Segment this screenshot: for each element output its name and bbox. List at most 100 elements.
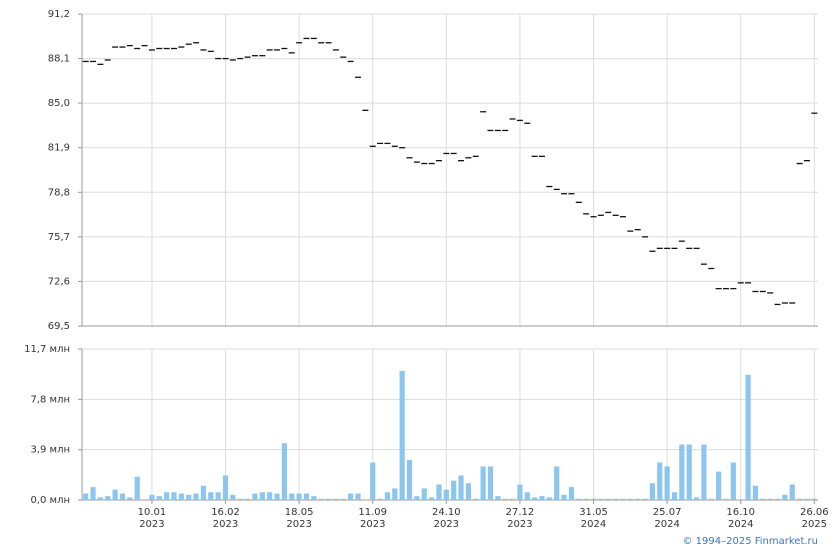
- volume-bar: [149, 494, 155, 500]
- volume-bar: [590, 498, 597, 500]
- volume-bar: [642, 498, 648, 500]
- x-tick-label: 16.10 2024: [726, 507, 755, 530]
- volume-bar: [377, 498, 383, 500]
- volume-bar: [370, 462, 376, 500]
- volume-bar: [745, 374, 751, 500]
- volume-bar: [465, 483, 471, 500]
- volume-bar: [443, 489, 449, 500]
- volume-bar: [311, 496, 317, 500]
- volume-bar: [782, 494, 788, 500]
- volume-bar: [141, 499, 148, 500]
- x-tick-label: 25.07 2024: [653, 507, 682, 530]
- volume-bar: [789, 484, 795, 500]
- volume-bar: [392, 488, 398, 500]
- y-tick-label: 85,0: [48, 98, 70, 109]
- volume-bar: [237, 498, 243, 500]
- volume-bar: [208, 492, 214, 500]
- volume-bar: [193, 493, 199, 500]
- volume-bar: [811, 498, 817, 500]
- volume-bar: [178, 493, 184, 500]
- volume-bar: [480, 466, 486, 500]
- volume-bar: [97, 497, 103, 500]
- volume-bar: [384, 492, 391, 500]
- volume-bar: [171, 492, 177, 500]
- volume-bar: [348, 493, 354, 500]
- volume-bar: [436, 484, 442, 500]
- volume-bar: [509, 498, 516, 500]
- volume-bar: [679, 444, 685, 500]
- volume-bar: [252, 493, 258, 500]
- y-tick-label: 7,8 млн: [30, 394, 70, 405]
- volume-bar: [664, 466, 670, 500]
- y-tick-label: 78,8: [48, 187, 70, 198]
- volume-bar: [620, 498, 626, 500]
- volume-bar: [774, 498, 781, 500]
- volume-bar: [399, 370, 405, 500]
- y-tick-label: 91,2: [48, 9, 70, 20]
- volume-bar: [495, 496, 501, 500]
- volume-bar: [333, 498, 339, 500]
- volume-bar: [414, 496, 420, 500]
- volume-bar: [281, 443, 287, 500]
- volume-bar: [83, 493, 89, 500]
- volume-bar: [230, 494, 236, 500]
- volume-bar: [127, 497, 133, 500]
- volume-bar: [730, 462, 736, 500]
- volume-bar: [200, 485, 207, 500]
- x-tick-label: 24.10 2023: [432, 507, 461, 530]
- volume-bar: [716, 471, 722, 500]
- volume-bar: [289, 493, 295, 500]
- volume-bar: [804, 498, 810, 500]
- y-tick-label: 72,6: [48, 276, 70, 287]
- y-tick-label: 11,7 млн: [24, 344, 70, 355]
- volume-bar: [164, 492, 170, 500]
- y-tick-label: 81,9: [48, 143, 70, 154]
- volume-bar: [186, 494, 192, 500]
- volume-bar: [451, 480, 457, 500]
- volume-bar: [554, 466, 560, 500]
- volume-bar: [105, 496, 111, 500]
- volume-bar: [752, 485, 759, 500]
- volume-bar: [517, 484, 523, 500]
- volume-bar: [259, 492, 265, 500]
- y-tick-label: 69,5: [48, 321, 70, 332]
- volume-bar: [429, 497, 435, 500]
- volume-bar: [215, 492, 221, 500]
- volume-bar: [156, 496, 162, 500]
- volume-bar: [613, 498, 619, 500]
- volume-bar: [325, 498, 332, 500]
- x-tick-label: 16.02 2023: [211, 507, 240, 530]
- volume-bar: [458, 475, 464, 500]
- volume-bar: [635, 498, 641, 500]
- volume-bar: [421, 488, 427, 500]
- volume-bar: [701, 444, 707, 500]
- volume-bar: [598, 498, 604, 500]
- volume-bar: [222, 475, 229, 500]
- x-tick-label: 18.05 2023: [285, 507, 314, 530]
- x-tick-label: 11.09 2023: [358, 507, 387, 530]
- volume-bar: [274, 493, 280, 500]
- y-tick-label: 88,1: [48, 54, 70, 65]
- volume-bar: [546, 497, 552, 500]
- volume-bar: [318, 498, 324, 500]
- volume-bar: [760, 498, 766, 500]
- volume-bar: [539, 496, 545, 500]
- volume-bar: [686, 444, 692, 500]
- x-tick-label: 27.12 2023: [506, 507, 535, 530]
- volume-bar: [340, 498, 346, 500]
- volume-bar: [532, 497, 538, 500]
- x-tick-label: 10.01 2023: [138, 507, 167, 530]
- volume-bar: [723, 498, 729, 500]
- volume-bar: [708, 498, 714, 500]
- volume-bar: [561, 494, 567, 500]
- copyright: © 1994–2025 Finmarket.ru: [682, 536, 818, 547]
- volume-bar: [583, 498, 589, 500]
- volume-bar: [524, 492, 530, 500]
- volume-bar: [296, 493, 302, 500]
- volume-bar: [487, 466, 494, 500]
- volume-bar: [90, 487, 96, 500]
- volume-bar: [797, 498, 803, 500]
- volume-bar: [671, 492, 678, 500]
- volume-bar: [568, 487, 575, 500]
